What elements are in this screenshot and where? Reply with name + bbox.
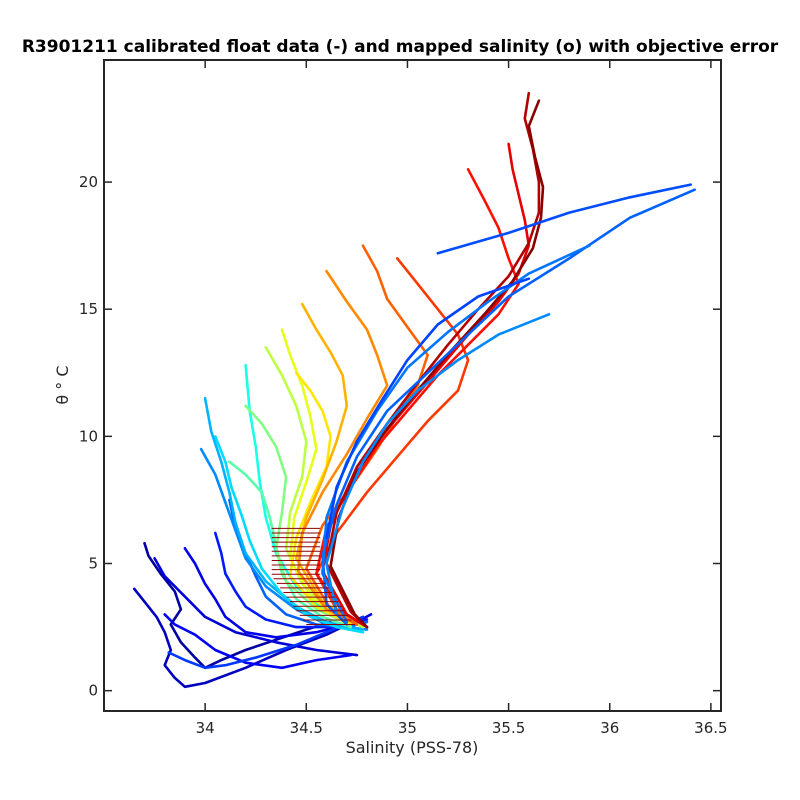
x-tick-label: 34.5 <box>290 719 323 737</box>
x-tick-label: 34 <box>196 719 215 737</box>
y-axis-ticks: 0 5 10 15 20 <box>79 173 721 700</box>
x-tick-label: 35.5 <box>492 719 525 737</box>
y-tick-label: 5 <box>88 555 98 573</box>
profile-line-28 <box>325 312 551 616</box>
profile-line-17 <box>294 302 359 626</box>
profiles-group <box>133 91 697 689</box>
x-axis-ticks: 34 34.5 35 35.5 36 36.5 <box>196 60 728 737</box>
profile-line-5 <box>214 531 369 629</box>
profile-line-13 <box>244 404 353 626</box>
profile-line-18 <box>296 269 389 626</box>
chart-title: R3901211 calibrated float data (-) and m… <box>22 37 779 57</box>
profile-line-1 <box>133 587 365 689</box>
objective-error-bars <box>271 527 355 626</box>
profile-line-25 <box>436 183 693 255</box>
profile-line-27 <box>321 244 591 624</box>
profile-line-11 <box>244 363 359 626</box>
profile-line-15 <box>280 328 349 626</box>
x-tick-label: 35 <box>398 719 417 737</box>
x-tick-label: 36.5 <box>694 719 727 737</box>
profile-line-9 <box>203 396 365 631</box>
profile-line-29 <box>325 277 531 540</box>
y-tick-label: 0 <box>88 682 98 700</box>
x-tick-label: 36 <box>600 719 619 737</box>
profile-line-24 <box>329 99 545 629</box>
x-axis-label: Salinity (PSS-78) <box>346 738 479 757</box>
profile-line-2 <box>153 557 359 657</box>
y-axis-label: θ ° C <box>53 365 72 404</box>
profile-line-6 <box>167 615 365 670</box>
profile-line-10 <box>214 435 365 634</box>
profile-line-23 <box>325 91 541 629</box>
profile-line-4 <box>163 613 353 670</box>
y-tick-label: 20 <box>79 173 98 191</box>
profile-line-16 <box>288 371 353 626</box>
profile-line-22 <box>321 142 531 629</box>
y-tick-label: 10 <box>79 427 98 445</box>
plot-frame <box>103 59 722 712</box>
y-tick-label: 15 <box>79 300 98 318</box>
